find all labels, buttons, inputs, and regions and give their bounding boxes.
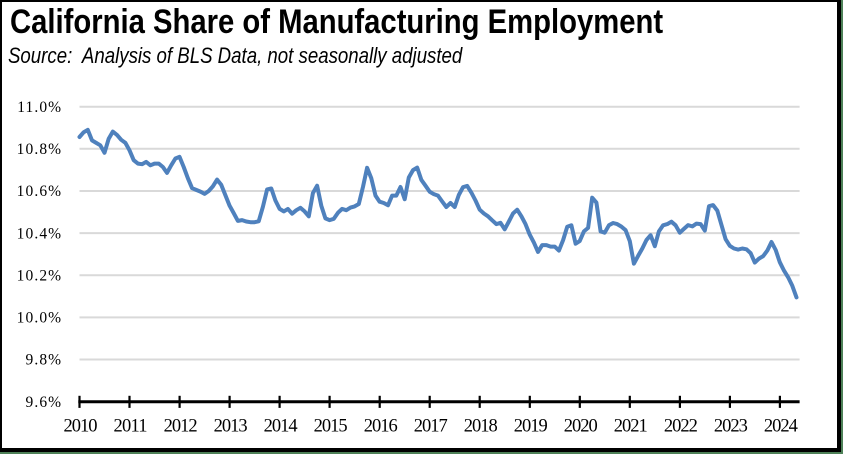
svg-text:2014: 2014: [264, 417, 298, 437]
svg-text:10.2%: 10.2%: [17, 268, 63, 285]
svg-text:11.0%: 11.0%: [17, 99, 62, 116]
svg-text:10.6%: 10.6%: [17, 183, 63, 200]
svg-text:2012: 2012: [164, 417, 198, 437]
svg-text:10.8%: 10.8%: [17, 141, 63, 158]
svg-text:2020: 2020: [564, 417, 598, 437]
svg-text:2018: 2018: [464, 417, 498, 437]
svg-text:2016: 2016: [364, 417, 398, 437]
svg-text:2011: 2011: [114, 417, 148, 437]
svg-text:10.4%: 10.4%: [17, 225, 63, 242]
svg-text:2019: 2019: [514, 417, 548, 437]
svg-text:2024: 2024: [764, 417, 798, 437]
svg-text:9.6%: 9.6%: [26, 394, 63, 411]
svg-text:2010: 2010: [64, 417, 98, 437]
svg-text:2021: 2021: [614, 417, 648, 437]
svg-text:2023: 2023: [714, 417, 748, 437]
svg-text:2015: 2015: [314, 417, 348, 437]
svg-text:2017: 2017: [414, 417, 448, 437]
svg-text:10.0%: 10.0%: [17, 310, 63, 327]
svg-text:9.8%: 9.8%: [26, 352, 63, 369]
svg-text:2022: 2022: [664, 417, 698, 437]
svg-text:2013: 2013: [214, 417, 248, 437]
